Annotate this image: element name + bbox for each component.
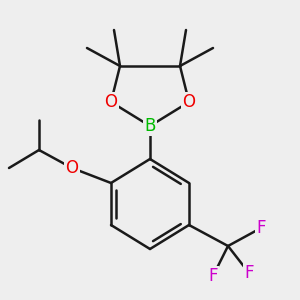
Text: F: F	[208, 267, 218, 285]
Text: O: O	[104, 93, 118, 111]
Text: F: F	[256, 219, 266, 237]
Text: O: O	[65, 159, 79, 177]
Text: B: B	[144, 117, 156, 135]
Text: F: F	[244, 264, 254, 282]
Text: O: O	[182, 93, 196, 111]
